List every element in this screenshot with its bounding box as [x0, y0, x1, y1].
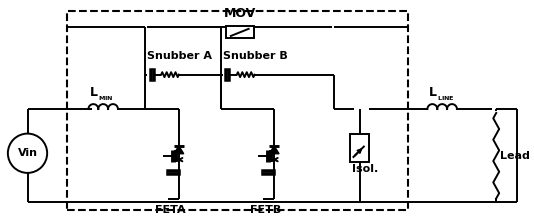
Text: FETA: FETA — [155, 205, 185, 215]
Text: $\mathbf{L}$: $\mathbf{L}$ — [428, 86, 438, 99]
Text: Snubber B: Snubber B — [223, 51, 288, 61]
Text: Lead: Lead — [500, 151, 530, 161]
Text: $\mathbf{L}$: $\mathbf{L}$ — [89, 86, 99, 99]
Text: $_{\mathbf{MIN}}$: $_{\mathbf{MIN}}$ — [98, 94, 114, 103]
Text: FETB: FETB — [250, 205, 281, 215]
Text: Vin: Vin — [18, 148, 37, 158]
Bar — [350, 134, 370, 162]
Bar — [226, 26, 254, 38]
Polygon shape — [269, 146, 279, 154]
Text: MOV: MOV — [224, 7, 256, 20]
Polygon shape — [174, 146, 184, 154]
Text: Isol.: Isol. — [352, 164, 378, 174]
Text: $_{\mathbf{LINE}}$: $_{\mathbf{LINE}}$ — [437, 94, 455, 103]
Text: Snubber A: Snubber A — [147, 51, 213, 61]
